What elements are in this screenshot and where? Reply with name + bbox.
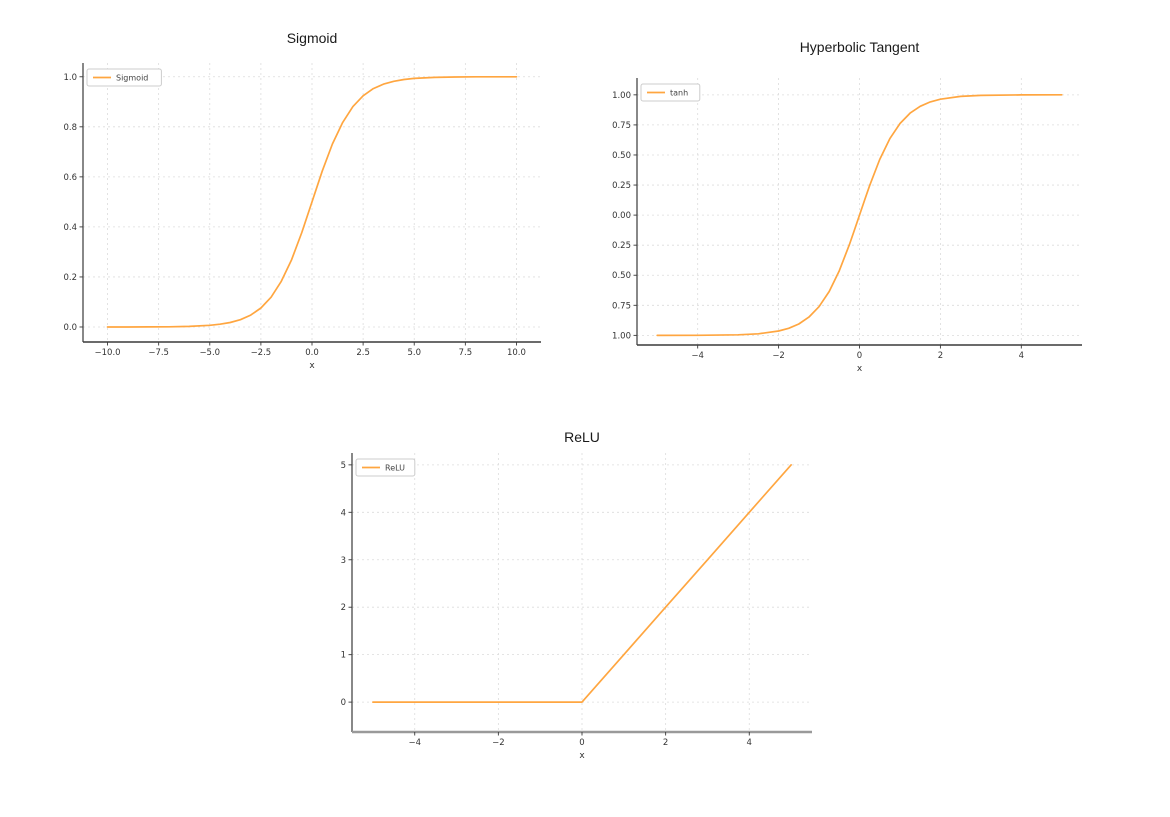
y-tick-label: 0.0 [63,323,77,333]
y-tick-label: 3 [341,556,346,566]
x-axis-label: x [309,361,315,371]
x-tick-label: 4 [747,738,752,748]
x-tick-label: −2 [772,351,785,361]
legend-label: Sigmoid [116,74,148,83]
series-line-sigmoid [106,75,518,328]
tanh-chart: −4 −2 0 2 4 1.00 0.75 0.50 0.25 0.00 −0.25 −0.50 −0.… [605,30,1112,395]
x-tick-label: 2.5 [356,348,370,358]
legend-box [640,83,701,102]
y-tick-label: −0.75 [612,301,631,311]
relu-plot-svg: −4 −2 0 2 4 0 1 2 3 4 5 ReLU x ReLU [341,429,812,761]
x-tick-label: 0 [579,738,584,748]
x-tick-label: −2 [492,738,505,748]
relu-chart: −4 −2 0 2 4 0 1 2 3 4 5 ReLU x ReLU [330,420,825,775]
x-tick-label: −4 [408,738,421,748]
y-tick-label: 0.25 [612,181,631,191]
legend-box [355,458,416,477]
x-axis-label: x [579,751,585,761]
chart-title: ReLU [564,429,600,445]
series-line-tanh [656,93,1063,337]
x-tick-label: 10.0 [507,348,526,358]
sigmoid-chart: −10.0 −7.5 −5.0 −2.5 0.0 2.5 5.0 7.5 10.0 0.0 0.2 0… [58,10,553,387]
y-tick-label: 0.8 [63,123,77,133]
y-tick-label: 0.4 [63,223,77,233]
chart-title: Hyperbolic Tangent [800,39,920,55]
series-line-relu [372,464,792,703]
y-tick-label: 0.50 [612,151,631,161]
x-tick-label: 7.5 [459,348,473,358]
y-tick-label: 1.00 [612,91,631,101]
x-tick-label: −7.5 [148,348,169,358]
x-tick-label: 0.0 [305,348,319,358]
x-tick-label: −10.0 [95,348,121,358]
y-tick-label: 2 [341,603,346,613]
tanh-plot-svg: −4 −2 0 2 4 1.00 0.75 0.50 0.25 0.00 −0.25 −0.50 −0.… [605,39,1082,374]
legend-box [86,68,162,87]
legend-label: ReLU [385,464,405,473]
x-tick-label: 0 [857,351,862,361]
y-tick-label: 0 [341,698,346,708]
y-tick-label: −0.50 [612,271,631,281]
x-tick-label: −5.0 [199,348,220,358]
y-tick-label: 0.00 [612,211,631,221]
chart-title: Sigmoid [287,30,338,46]
y-tick-label: −0.25 [612,241,631,251]
y-tick-label: 5 [341,461,346,471]
legend-label: tanh [670,89,688,98]
x-tick-label: 4 [1019,351,1024,361]
x-tick-label: 2 [938,351,943,361]
y-tick-label: 1.0 [63,73,77,83]
y-tick-label: 0.2 [63,273,77,283]
y-tick-label: −1.00 [612,331,631,341]
x-tick-label: 5.0 [407,348,421,358]
y-tick-label: 1 [341,651,346,661]
x-tick-label: −2.5 [251,348,272,358]
y-tick-label: 0.6 [63,173,77,183]
y-tick-label: 4 [341,508,346,518]
sigmoid-plot-svg: −10.0 −7.5 −5.0 −2.5 0.0 2.5 5.0 7.5 10.0 0.0 0.2 0… [63,30,541,371]
x-axis-label: x [857,364,863,374]
x-tick-label: 2 [663,738,668,748]
x-tick-label: −4 [691,351,704,361]
y-tick-label: 0.75 [612,121,631,131]
